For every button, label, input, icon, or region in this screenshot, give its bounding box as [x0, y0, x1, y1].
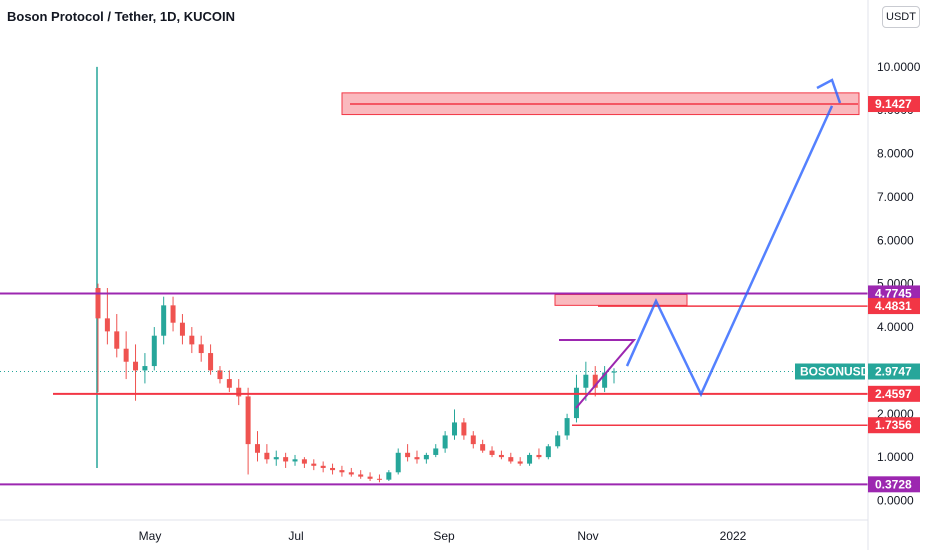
price-tag: [868, 476, 920, 493]
candle-body: [367, 476, 373, 479]
x-tick-label: 2022: [720, 529, 747, 543]
y-tick-label: 7.0000: [877, 190, 914, 204]
price-tag-label: 9.1427: [875, 97, 912, 111]
candle-body: [311, 463, 317, 466]
candle-body: [452, 422, 458, 436]
plot-area[interactable]: [95, 66, 617, 483]
candle-body: [273, 457, 279, 460]
candle-body: [423, 454, 429, 460]
candle-body: [470, 435, 476, 445]
candle-body: [433, 448, 439, 455]
candle-body: [208, 353, 214, 371]
x-tick-label: May: [139, 529, 162, 543]
candle-body: [555, 435, 561, 447]
price-axis[interactable]: 0.00001.00002.00003.00004.00005.00006.00…: [867, 0, 921, 550]
candle-body: [226, 379, 232, 388]
price-tag-label: 4.4831: [875, 299, 912, 313]
x-tick-label: Sep: [433, 529, 455, 543]
candle-body: [320, 465, 326, 468]
x-tick-label: Jul: [288, 529, 303, 543]
candle-body: [508, 457, 514, 462]
candle-body: [461, 422, 467, 436]
candle-body: [198, 344, 204, 354]
candle-body: [611, 371, 617, 373]
candle-body: [564, 418, 570, 436]
candle-body: [292, 459, 298, 462]
y-tick-label: 6.0000: [877, 233, 914, 247]
candle-body: [339, 470, 345, 473]
currency-button[interactable]: USDT: [882, 6, 920, 28]
y-tick-label: 0.0000: [877, 493, 914, 507]
y-tick-label: 8.0000: [877, 147, 914, 161]
candle-body: [161, 305, 167, 336]
price-tag: [868, 96, 920, 113]
candle-body: [348, 472, 354, 475]
price-tag: [868, 285, 920, 302]
y-tick-label: 10.0000: [877, 60, 921, 74]
candle-body: [498, 454, 504, 458]
triangle-pattern: [559, 339, 637, 409]
candle-body: [545, 446, 551, 458]
candle-body: [536, 454, 542, 458]
candle-body: [583, 374, 589, 388]
last-price-tag-label: 2.9747: [875, 364, 912, 378]
candle-body: [376, 478, 382, 480]
projection-path: [625, 105, 834, 398]
x-tick-label: Nov: [577, 529, 598, 543]
symbol-label-text: BOSONUSDT: [800, 364, 877, 378]
candle-body: [573, 387, 579, 419]
price-tag-label: 0.3728: [875, 477, 912, 491]
price-tag-label: 1.7356: [875, 418, 912, 432]
candle-body: [170, 305, 176, 323]
candle-body: [179, 322, 185, 336]
candle-body: [527, 454, 533, 464]
candle-body: [386, 472, 392, 480]
candle-body: [330, 467, 336, 471]
price-tag: [868, 417, 920, 434]
candle-body: [133, 361, 139, 371]
projection-arrowhead: [816, 78, 842, 104]
candle-body: [245, 396, 251, 445]
candle-body: [405, 452, 411, 458]
candle-body: [114, 331, 120, 349]
candle-body: [142, 366, 148, 371]
last-price-tag: [868, 363, 920, 380]
chart-title: Boson Protocol / Tether, 1D, KUCOIN: [7, 9, 235, 24]
candle-body: [123, 348, 129, 362]
candle-body: [104, 318, 110, 332]
candle-body: [264, 452, 270, 460]
price-tag-label: 4.7745: [875, 286, 912, 300]
candle-body: [236, 387, 242, 397]
drawing-overlays: [0, 78, 868, 486]
candle-body: [95, 288, 101, 319]
y-tick-label: 1.0000: [877, 450, 914, 464]
candle-body: [358, 474, 364, 477]
candle-body: [592, 374, 598, 388]
y-tick-label: 4.0000: [877, 320, 914, 334]
price-tag-label: 2.4597: [875, 387, 912, 401]
candle-body: [602, 372, 608, 388]
candle-body: [517, 461, 523, 464]
candle-body: [414, 457, 420, 460]
candle-body: [283, 457, 289, 462]
candle-body: [151, 335, 157, 367]
symbol-label: [795, 363, 865, 380]
candle-body: [217, 370, 223, 380]
candle-body: [395, 452, 401, 473]
candle-body: [442, 435, 448, 449]
price-tag: [868, 298, 920, 315]
resistance-zone: [554, 294, 688, 306]
price-tag: [868, 385, 920, 402]
candle-body: [489, 450, 495, 455]
candle-body: [189, 335, 195, 345]
candle-body: [254, 444, 260, 453]
candle-body: [301, 459, 307, 464]
candle-body: [480, 444, 486, 451]
time-axis[interactable]: May Jul Sep Nov 2022: [0, 519, 868, 543]
